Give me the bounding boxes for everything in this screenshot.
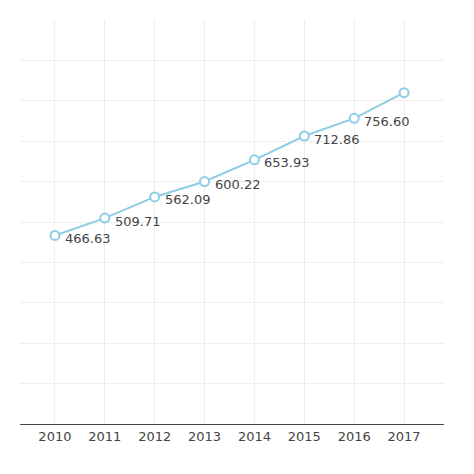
svg-text:2017: 2017 bbox=[388, 429, 421, 444]
svg-text:2014: 2014 bbox=[238, 429, 271, 444]
svg-text:2011: 2011 bbox=[88, 429, 121, 444]
svg-text:2010: 2010 bbox=[38, 429, 71, 444]
svg-text:509.71: 509.71 bbox=[115, 214, 161, 229]
svg-text:756.60: 756.60 bbox=[364, 114, 410, 129]
svg-text:653.93: 653.93 bbox=[264, 155, 310, 170]
svg-text:2015: 2015 bbox=[288, 429, 321, 444]
svg-text:712.86: 712.86 bbox=[314, 132, 360, 147]
svg-text:2016: 2016 bbox=[338, 429, 371, 444]
svg-text:2013: 2013 bbox=[188, 429, 221, 444]
svg-text:2012: 2012 bbox=[138, 429, 171, 444]
svg-text:600.22: 600.22 bbox=[215, 177, 261, 192]
svg-text:562.09: 562.09 bbox=[165, 192, 211, 207]
svg-text:466.63: 466.63 bbox=[65, 231, 111, 246]
